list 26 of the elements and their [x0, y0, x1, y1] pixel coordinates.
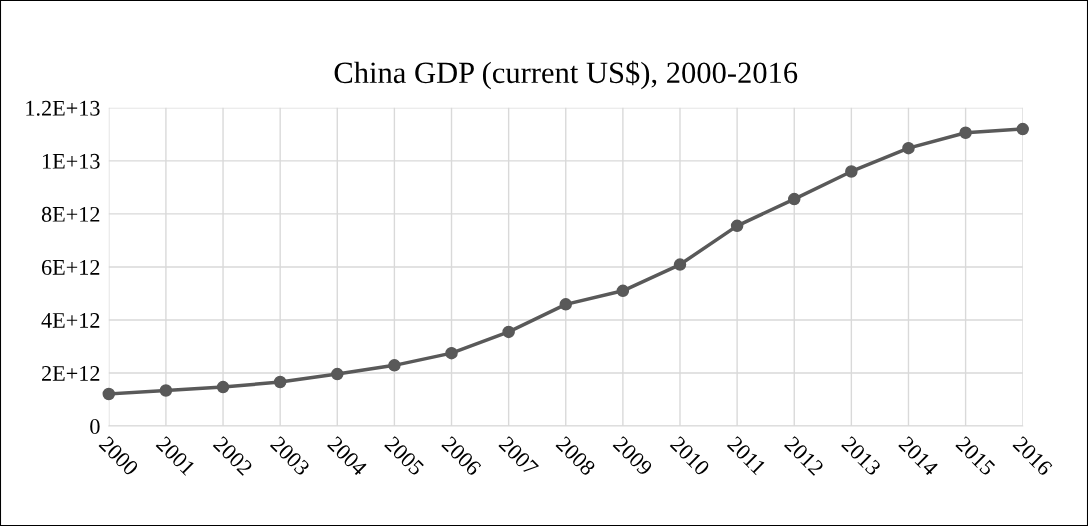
point: [616, 284, 630, 298]
point: [559, 298, 573, 311]
point: [102, 387, 116, 401]
y-tick-label: 0: [90, 418, 100, 434]
y-tick-label: 1E+13: [42, 153, 100, 169]
point: [959, 126, 972, 140]
point: [273, 375, 287, 389]
y-tick-label: 4E+12: [41, 312, 100, 328]
point: [902, 141, 915, 155]
point: [787, 192, 801, 206]
point: [331, 367, 344, 381]
y-tick-label: 2E+12: [42, 366, 100, 381]
point: [730, 219, 744, 233]
point: [216, 380, 230, 394]
y-tick-label: 1.2E+13: [26, 100, 100, 116]
point: [502, 325, 515, 339]
point: [388, 359, 401, 372]
chart-title: China GDP (current US$), 2000-2016: [334, 60, 798, 90]
point: [845, 165, 858, 178]
point: [1016, 122, 1029, 136]
x-tick-label: 2007: [498, 435, 540, 477]
point: [159, 384, 173, 397]
y-tick-label: 6E+12: [41, 259, 100, 275]
point: [673, 258, 687, 271]
y-tick-label: 8E+12: [41, 206, 100, 222]
point: [445, 346, 458, 360]
